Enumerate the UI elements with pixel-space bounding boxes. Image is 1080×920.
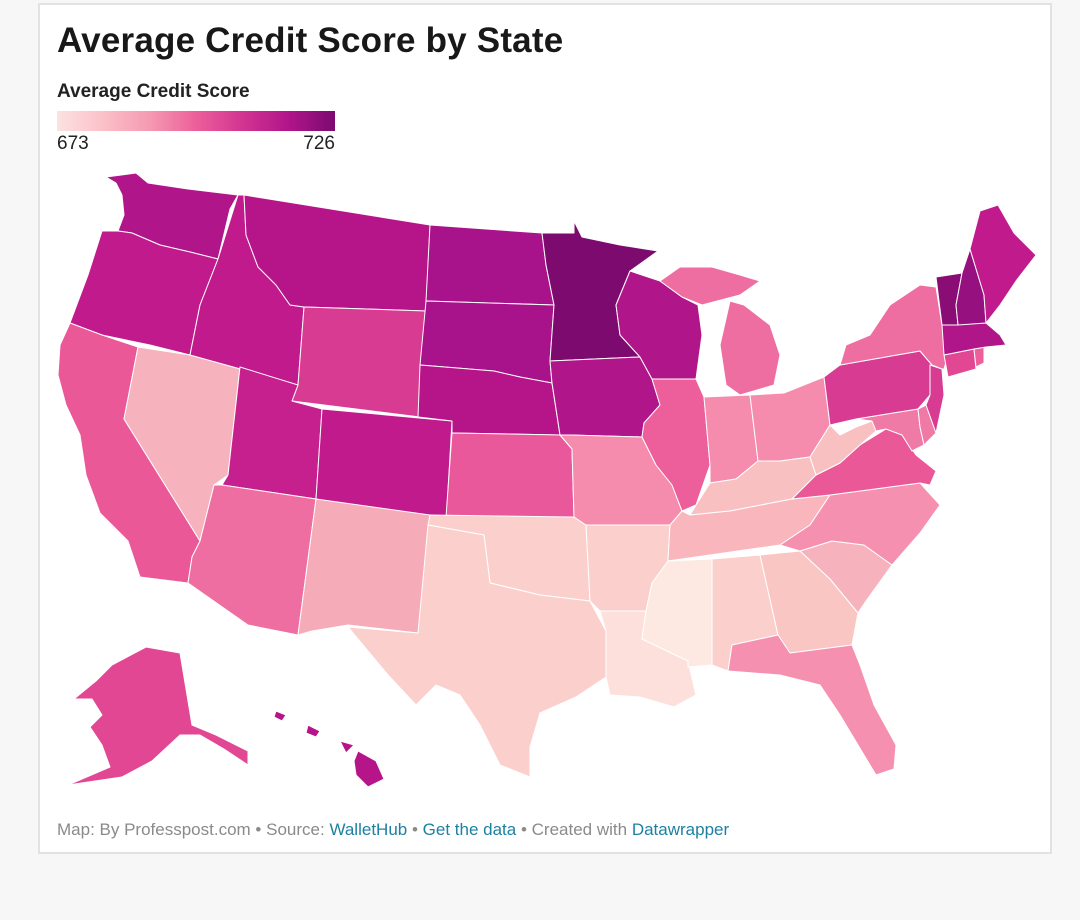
state-MA[interactable]: MA: 717 (941, 322, 1007, 356)
get-the-data-link[interactable]: Get the data (422, 820, 517, 839)
map-credit: Map: By Professpost.com (57, 820, 251, 839)
footer-bullet: • (520, 820, 527, 839)
state-DE[interactable]: DE: 700 (917, 404, 937, 446)
state-WI[interactable]: WI: 719 (615, 270, 703, 380)
map-card: Average Credit Score by State Average Cr… (38, 3, 1052, 854)
state-FL[interactable]: FL: 695 (727, 634, 897, 776)
legend-max-label: 726 (303, 133, 335, 154)
footer-bullet: • (255, 820, 262, 839)
state-RI[interactable]: RI: 704 (973, 346, 985, 368)
state-NM[interactable]: NM: 688 (297, 498, 431, 636)
footer-bullet: • (411, 820, 418, 839)
legend-gradient-bar (57, 111, 335, 131)
source-link-wallethub[interactable]: WalletHub (329, 820, 408, 839)
created-with-label: Created with (531, 820, 628, 839)
page-title: Average Credit Score by State (57, 21, 564, 60)
us-choropleth-map: WA: 714 OR: 712 CA: 705 NV: 685 ID: 713 … (57, 172, 1037, 788)
state-HI[interactable]: HI: 716 (273, 710, 385, 788)
state-AK[interactable]: AK: 707 (67, 646, 249, 786)
state-ND[interactable]: ND: 720 (425, 224, 555, 306)
state-WY[interactable]: WY: 708 (291, 306, 427, 418)
legend-min-label: 673 (57, 133, 89, 154)
color-legend: Average Credit Score 673 726 (57, 81, 337, 157)
state-NC[interactable]: NC: 695 (779, 482, 941, 566)
legend-title: Average Credit Score (57, 81, 250, 102)
legend-labels: 673 726 (57, 133, 335, 157)
state-TX[interactable]: TX: 680 (347, 524, 607, 778)
state-MI[interactable]: MI: 704 (659, 266, 781, 396)
state-IL[interactable]: IL: 706 (641, 378, 711, 512)
state-ME[interactable]: ME: 713 (969, 204, 1037, 324)
footer-attribution: Map: By Professpost.com • Source: Wallet… (57, 820, 729, 840)
state-KS[interactable]: KS: 706 (445, 432, 575, 518)
datawrapper-link[interactable]: Datawrapper (631, 820, 730, 839)
source-prefix: Source: (266, 820, 325, 839)
